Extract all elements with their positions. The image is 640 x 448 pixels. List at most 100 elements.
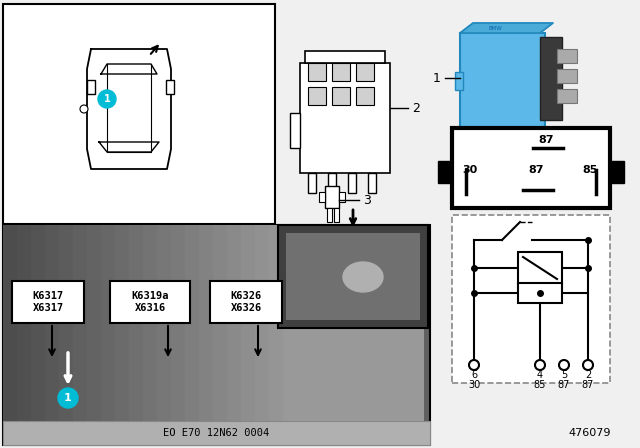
Bar bbox=[210, 281, 282, 323]
Bar bbox=[334, 208, 339, 222]
Bar bbox=[367, 225, 382, 445]
Polygon shape bbox=[460, 23, 553, 33]
Bar bbox=[305, 51, 385, 63]
Bar bbox=[319, 192, 325, 202]
Bar bbox=[101, 225, 116, 445]
Text: 6: 6 bbox=[471, 370, 477, 380]
Bar bbox=[308, 87, 326, 105]
Text: K6326
X6326: K6326 X6326 bbox=[230, 291, 262, 313]
Bar bbox=[143, 225, 158, 445]
Bar bbox=[455, 72, 463, 90]
Text: 85: 85 bbox=[582, 165, 598, 175]
Bar bbox=[327, 208, 332, 222]
Bar bbox=[348, 173, 356, 193]
Bar bbox=[166, 80, 174, 94]
Bar bbox=[356, 87, 374, 105]
Bar bbox=[3, 225, 18, 445]
Text: K6317
X6317: K6317 X6317 bbox=[33, 291, 63, 313]
Bar bbox=[438, 161, 452, 183]
Circle shape bbox=[559, 360, 569, 370]
Bar bbox=[87, 225, 102, 445]
Bar bbox=[300, 63, 390, 173]
Text: EO E70 12N62 0004: EO E70 12N62 0004 bbox=[163, 428, 269, 438]
Bar bbox=[339, 192, 345, 202]
Text: 476079: 476079 bbox=[569, 428, 611, 438]
Text: 4: 4 bbox=[537, 370, 543, 380]
Bar bbox=[557, 49, 577, 63]
Text: 87: 87 bbox=[582, 380, 594, 390]
Bar bbox=[129, 225, 144, 445]
Bar bbox=[518, 283, 562, 303]
Bar bbox=[518, 252, 562, 284]
Bar bbox=[540, 37, 562, 120]
Circle shape bbox=[80, 105, 88, 113]
Bar bbox=[157, 225, 172, 445]
Bar bbox=[17, 225, 32, 445]
Bar bbox=[110, 281, 190, 323]
Bar bbox=[3, 421, 430, 445]
Bar bbox=[171, 225, 186, 445]
Bar bbox=[452, 128, 610, 208]
Bar bbox=[185, 225, 200, 445]
Bar bbox=[308, 173, 316, 193]
Bar bbox=[332, 63, 350, 81]
Bar bbox=[12, 281, 84, 323]
Bar bbox=[381, 225, 396, 445]
Text: BMW: BMW bbox=[488, 26, 502, 30]
Text: 30: 30 bbox=[468, 380, 480, 390]
Ellipse shape bbox=[343, 262, 383, 292]
Bar bbox=[325, 225, 340, 445]
Bar bbox=[557, 89, 577, 103]
Circle shape bbox=[469, 360, 479, 370]
Bar bbox=[3, 225, 430, 445]
Bar bbox=[255, 225, 270, 445]
Bar bbox=[610, 161, 624, 183]
Bar bbox=[557, 69, 577, 83]
Bar bbox=[353, 225, 368, 445]
Bar bbox=[460, 33, 545, 128]
Bar bbox=[325, 186, 339, 208]
Bar bbox=[227, 225, 242, 445]
Bar bbox=[213, 225, 228, 445]
Bar bbox=[115, 225, 130, 445]
Text: 30: 30 bbox=[462, 165, 477, 175]
Text: 5: 5 bbox=[561, 370, 567, 380]
Bar bbox=[356, 63, 374, 81]
Text: 3: 3 bbox=[363, 194, 371, 207]
Bar bbox=[45, 225, 60, 445]
Circle shape bbox=[535, 360, 545, 370]
Bar bbox=[31, 225, 46, 445]
Bar bbox=[328, 173, 336, 193]
Bar bbox=[308, 63, 326, 81]
Text: 1: 1 bbox=[64, 393, 72, 403]
Polygon shape bbox=[87, 49, 171, 169]
Bar bbox=[286, 233, 420, 320]
Bar bbox=[59, 225, 74, 445]
Circle shape bbox=[583, 360, 593, 370]
Bar bbox=[241, 225, 256, 445]
Bar bbox=[332, 87, 350, 105]
Bar bbox=[311, 225, 326, 445]
Bar bbox=[368, 173, 376, 193]
Text: 87: 87 bbox=[558, 380, 570, 390]
Text: 85: 85 bbox=[534, 380, 546, 390]
Bar bbox=[290, 113, 300, 148]
Text: K6319a
X6316: K6319a X6316 bbox=[131, 291, 169, 313]
Bar bbox=[278, 225, 428, 328]
Text: 1: 1 bbox=[104, 94, 110, 104]
Bar bbox=[297, 225, 312, 445]
Bar bbox=[452, 215, 610, 383]
Text: 2: 2 bbox=[412, 102, 420, 115]
Text: 87: 87 bbox=[528, 165, 544, 175]
Bar bbox=[395, 225, 410, 445]
Bar bbox=[87, 80, 95, 94]
Circle shape bbox=[98, 90, 116, 108]
Bar bbox=[3, 4, 275, 224]
Bar bbox=[339, 225, 354, 445]
Circle shape bbox=[58, 388, 78, 408]
Bar bbox=[73, 225, 88, 445]
Bar bbox=[269, 225, 284, 445]
Bar bbox=[409, 225, 424, 445]
Bar bbox=[283, 225, 298, 445]
Bar bbox=[199, 225, 214, 445]
